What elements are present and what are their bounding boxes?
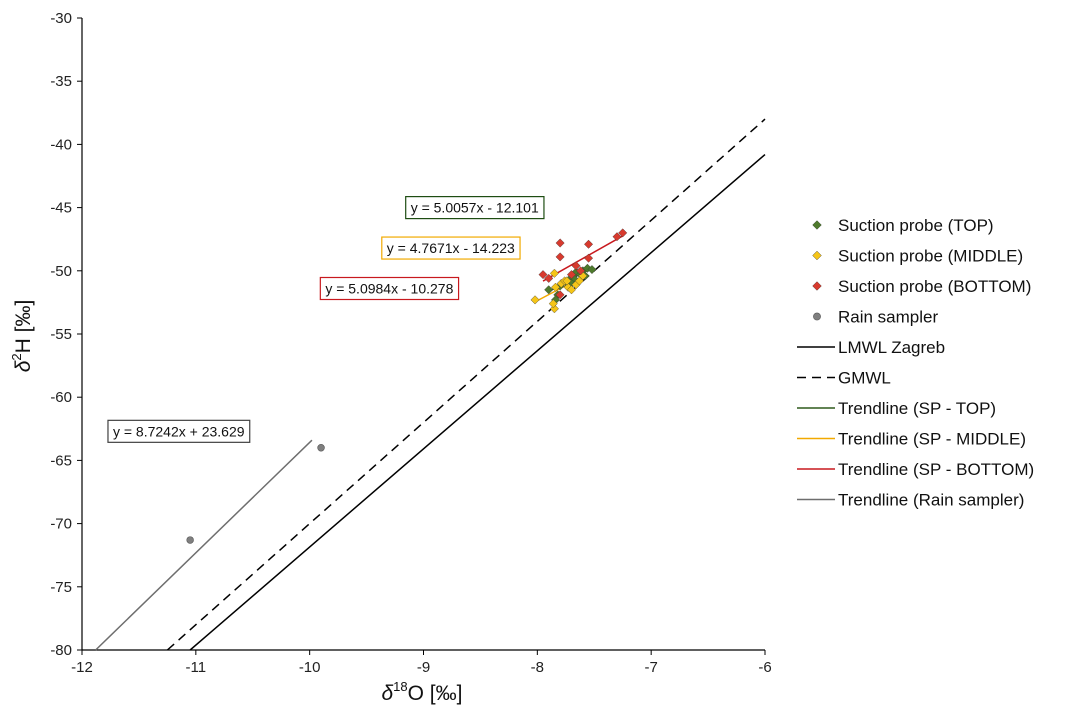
suction-probe-bottom-point (555, 252, 565, 262)
x-tick-label: -11 (186, 659, 207, 676)
trendline-rain-sampler-line (95, 439, 313, 651)
legend-item-gmwl: GMWL (797, 369, 891, 388)
legend-marker-swatch (813, 312, 821, 321)
series-points (186, 228, 628, 544)
y-tick-label: -35 (50, 73, 72, 90)
suction-probe-bottom-point (612, 232, 622, 242)
suction-probe-bottom-point (555, 290, 565, 300)
equation-label: y = 5.0984x - 10.278 (319, 276, 460, 301)
x-tick-label: -7 (644, 659, 657, 676)
y-tick-label: -40 (50, 136, 72, 153)
suction-probe-bottom-point (555, 238, 565, 248)
legend-label: GMWL (838, 369, 891, 388)
legend-item-suction-probe-middle: Suction probe (MIDDLE) (812, 247, 1023, 266)
legend-item-trendline-sp-bottom: Trendline (SP - BOTTOM) (797, 460, 1034, 479)
legend-marker-swatch (812, 281, 822, 291)
equation-label: y = 8.7242x + 23.629 (107, 419, 251, 443)
x-tick-label: -12 (71, 659, 93, 676)
legend-item-lmwl-zagreb: LMWL Zagreb (797, 338, 945, 357)
y-axis-title: δ2H [‰] (9, 300, 35, 373)
legend-label: Suction probe (TOP) (838, 216, 994, 235)
suction-probe-middle-point (567, 285, 576, 295)
equation-label: y = 5.0057x - 12.101 (405, 196, 545, 220)
x-tick-label: -10 (299, 659, 321, 676)
suction-probe-top-point (544, 285, 554, 295)
equation-text: y = 5.0984x - 10.278 (325, 280, 453, 296)
suction-probe-middle-point (562, 276, 572, 286)
legend-item-suction-probe-bottom: Suction probe (BOTTOM) (812, 277, 1031, 296)
equation-box (405, 196, 545, 220)
y-tick-label: -60 (50, 389, 72, 406)
gmwl-line (166, 118, 766, 651)
suction-probe-bottom-point (584, 253, 594, 263)
legend-marker-swatch (812, 220, 822, 230)
suction-probe-bottom-point (576, 266, 586, 276)
suction-probe-bottom-point (571, 261, 581, 271)
legend-item-suction-probe-top: Suction probe (TOP) (812, 216, 994, 235)
x-axis-title: δ18O [‰] (382, 679, 463, 705)
suction-probe-bottom-point (567, 270, 576, 280)
legend-label: Trendline (Rain sampler) (838, 491, 1024, 510)
suction-probe-top-point (587, 265, 597, 275)
suction-probe-bottom-point (618, 228, 628, 238)
legend-label: LMWL Zagreb (838, 338, 945, 357)
equation-text: y = 4.7671x - 14.223 (387, 240, 515, 256)
y-tick-label: -80 (50, 642, 72, 659)
legend: Suction probe (TOP) Suction probe (MIDDLE… (797, 216, 1034, 510)
y-tick-label: -45 (50, 200, 72, 217)
legend-item-trendline-sp-middle: Trendline (SP - MIDDLE) (797, 430, 1026, 449)
equation-box (381, 236, 521, 260)
y-axis-ticks: -80 -75 -70 -65 -60 -55 -50 -45 -40 -35 -30 (50, 10, 82, 659)
suction-probe-middle-point (549, 268, 559, 278)
suction-probe-bottom-point (584, 239, 594, 249)
legend-item-trendline-rain-sampler: Trendline (Rain sampler) (797, 491, 1024, 510)
y-tick-label: -75 (50, 579, 72, 596)
legend-label: Trendline (SP - MIDDLE) (838, 430, 1026, 449)
x-tick-label: -9 (417, 659, 430, 676)
equation-label: y = 4.7671x - 14.223 (381, 236, 521, 260)
legend-item-trendline-sp-top: Trendline (SP - TOP) (797, 399, 996, 418)
legend-label: Trendline (SP - TOP) (838, 399, 996, 418)
suction-probe-bottom-point (544, 273, 554, 283)
y-tick-label: -65 (50, 452, 72, 469)
x-tick-label: -8 (531, 659, 544, 676)
x-axis-ticks: -12 -11 -10 -9 -8 -7 -6 (71, 650, 772, 676)
legend-marker-swatch (812, 250, 822, 261)
legend-item-rain-sampler: Rain sampler (813, 308, 938, 327)
equation-box (107, 419, 251, 443)
equation-text: y = 8.7242x + 23.629 (113, 423, 245, 439)
suction-probe-bottom-point (538, 270, 548, 280)
legend-label: Trendline (SP - BOTTOM) (838, 460, 1034, 479)
y-tick-label: -55 (50, 326, 72, 343)
rain-sampler-point (317, 444, 325, 452)
suction-probe-middle-point (551, 282, 561, 292)
equation-box (319, 276, 460, 301)
y-tick-label: -30 (50, 10, 72, 27)
plot-area: -80 -75 -70 -65 -60 -55 -50 -45 -40 -35 -30 -12 -11… (50, 10, 771, 676)
y-tick-label: -50 (50, 263, 72, 280)
legend-label: Suction probe (BOTTOM) (838, 277, 1031, 296)
lmwl-zagreb-line (189, 153, 766, 651)
equation-labels: y = 5.0057x - 12.101 y = 4.7671x - 14.223… (107, 196, 545, 443)
equation-text: y = 5.0057x - 12.101 (411, 200, 539, 216)
y-tick-label: -70 (50, 516, 72, 533)
legend-label: Suction probe (MIDDLE) (838, 247, 1023, 266)
legend-label: Rain sampler (838, 308, 938, 327)
axes (81, 18, 765, 651)
suction-probe-middle-point (548, 299, 558, 309)
x-tick-label: -6 (758, 659, 771, 676)
rain-sampler-point (186, 536, 194, 544)
suction-probe-middle-point (530, 295, 540, 305)
